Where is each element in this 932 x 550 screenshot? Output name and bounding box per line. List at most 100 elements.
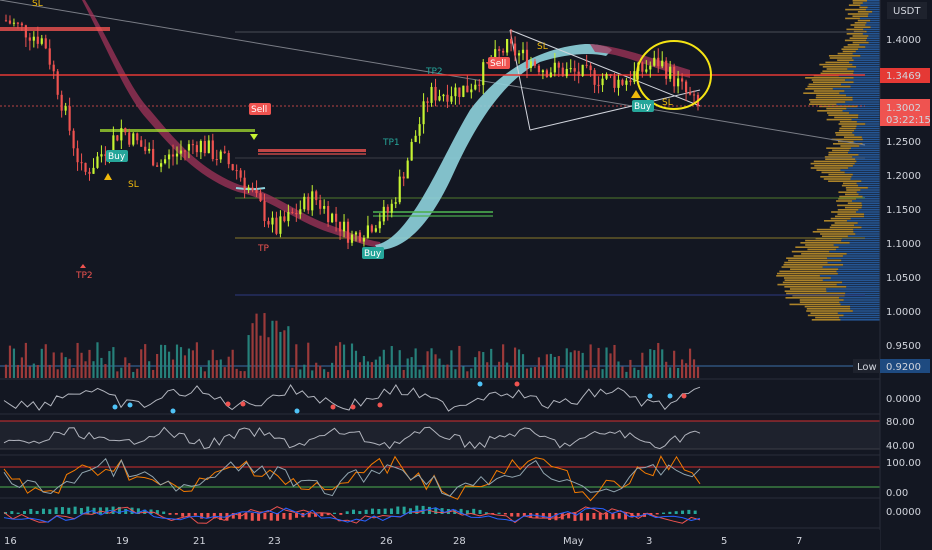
macd-histogram-bar xyxy=(206,513,210,519)
candle-body xyxy=(474,84,477,90)
volume-profile xyxy=(776,0,880,321)
sell-label-1: Sell xyxy=(251,105,267,115)
vp-row xyxy=(850,308,880,310)
macd-histogram-bar xyxy=(415,505,419,514)
macd-histogram-bar xyxy=(136,508,140,514)
vp-row xyxy=(854,129,880,132)
candle-body xyxy=(338,221,342,232)
volume-bar xyxy=(513,347,517,378)
vp-row xyxy=(862,138,880,141)
vp-row xyxy=(810,167,849,169)
vp-row xyxy=(824,156,853,158)
volume-bar xyxy=(442,364,445,378)
candle-body xyxy=(577,71,580,76)
vp-row xyxy=(842,50,856,53)
vp-row xyxy=(777,283,837,286)
candle-body xyxy=(295,213,298,215)
currency-label: USDT xyxy=(893,6,921,17)
macd-histogram-bar xyxy=(611,513,615,520)
volume-bar xyxy=(303,364,306,378)
vp-row xyxy=(867,187,880,189)
vp-row xyxy=(809,99,853,101)
volume-bar xyxy=(688,348,692,378)
macd-histogram-bar xyxy=(408,508,412,514)
candle-body xyxy=(462,85,465,97)
price-axis[interactable]: USDT 1.4000 1.2500 1.2000 1.1500 1.1000 … xyxy=(853,0,932,550)
vp-row xyxy=(838,198,857,200)
candle-body xyxy=(16,22,20,24)
volume-bar xyxy=(382,349,385,378)
vp-row xyxy=(872,11,880,13)
volume-bar xyxy=(20,357,23,378)
vp-row xyxy=(859,17,880,20)
candle-body xyxy=(112,135,115,154)
vp-row xyxy=(779,270,837,273)
resistance-tag xyxy=(880,68,930,83)
vp-row xyxy=(835,248,880,251)
vp-row xyxy=(826,118,852,121)
vp-row xyxy=(864,215,880,218)
volume-bar xyxy=(549,353,552,378)
rsi-band xyxy=(0,421,880,449)
candle-body xyxy=(430,86,433,103)
last-price-tag xyxy=(880,99,930,126)
volume-bar xyxy=(283,330,286,378)
vp-row xyxy=(830,277,880,279)
macd-histogram-bar xyxy=(269,513,273,521)
volume-bar xyxy=(629,359,632,378)
vp-row xyxy=(850,85,880,88)
vp-row xyxy=(852,173,880,176)
vp-row xyxy=(856,160,880,163)
vp-row xyxy=(858,114,880,116)
candle-body xyxy=(279,216,282,234)
vp-row xyxy=(859,145,880,147)
vp-row xyxy=(791,250,830,253)
tp-label: TP xyxy=(257,244,269,254)
vp-row xyxy=(833,244,880,246)
volume-bar xyxy=(140,349,143,378)
volume-bar xyxy=(191,350,195,378)
vp-row xyxy=(805,239,842,242)
vp-row xyxy=(844,171,880,174)
candle-body xyxy=(653,57,656,66)
candle-body xyxy=(529,61,533,68)
candle-body xyxy=(319,200,322,209)
vp-row xyxy=(843,136,862,138)
zone-bar xyxy=(258,153,366,155)
volume-bar xyxy=(223,367,226,378)
volume-bar xyxy=(28,366,31,378)
vp-row xyxy=(865,8,880,11)
volume-bar xyxy=(521,354,525,378)
candle-body xyxy=(195,145,198,153)
vp-row xyxy=(789,288,827,290)
candle-body xyxy=(613,76,616,88)
candle-body xyxy=(494,49,497,63)
time-tick: 23 xyxy=(268,536,281,547)
volume-bar xyxy=(291,367,294,378)
vp-row xyxy=(828,151,848,154)
volume-bar xyxy=(48,364,51,378)
vp-row xyxy=(806,310,853,312)
candle-body xyxy=(291,212,294,214)
candle-body xyxy=(382,206,385,222)
vp-row xyxy=(828,154,859,156)
vp-row xyxy=(837,59,854,61)
time-tick: 28 xyxy=(453,536,466,547)
vp-row xyxy=(819,63,853,66)
volume-bar xyxy=(553,356,556,378)
macd-histogram-bar xyxy=(579,513,583,521)
time-axis[interactable]: 16 19 21 23 26 28 May 3 5 7 xyxy=(0,530,880,550)
vp-row xyxy=(826,68,848,70)
triangle-lower xyxy=(529,89,701,131)
volume-bar xyxy=(350,343,354,378)
macd-histogram-bar xyxy=(383,508,387,514)
vp-row xyxy=(846,189,861,191)
bull-ribbon xyxy=(375,44,612,250)
oscillator-dot xyxy=(681,393,687,399)
candle-body xyxy=(92,167,95,174)
macd-histogram-bar xyxy=(35,510,39,514)
time-tick: 3 xyxy=(646,536,652,547)
candle-body xyxy=(223,151,226,154)
vp-row xyxy=(853,70,880,72)
